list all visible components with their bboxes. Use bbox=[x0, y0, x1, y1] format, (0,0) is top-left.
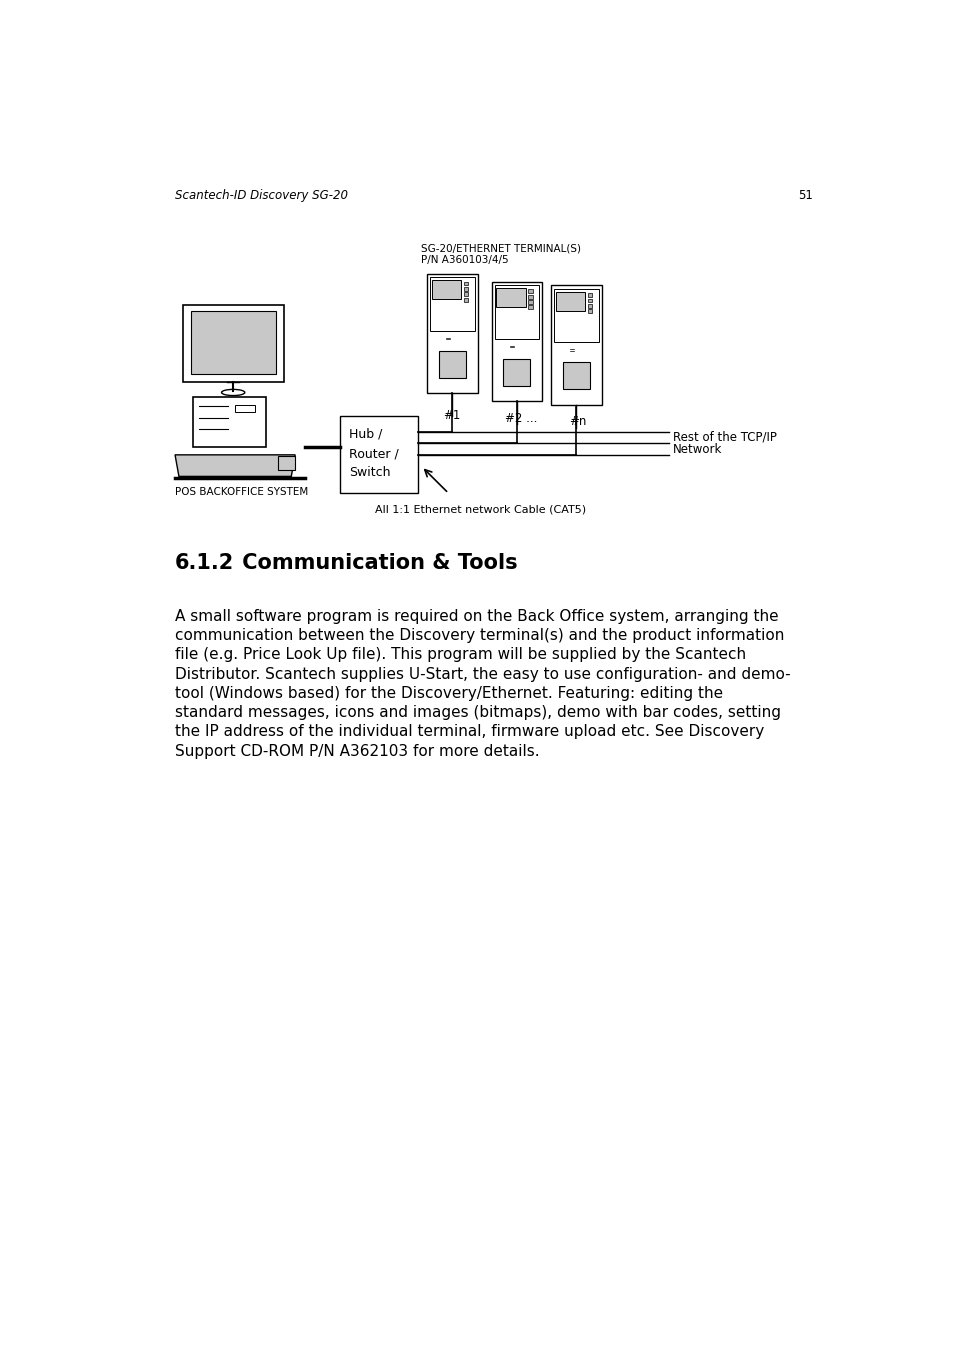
Text: P/N A360103/4/5: P/N A360103/4/5 bbox=[421, 254, 509, 265]
Text: A small software program is required on the Back Office system, arranging the: A small software program is required on … bbox=[174, 608, 778, 623]
Bar bbox=[463, 287, 468, 291]
Ellipse shape bbox=[221, 389, 245, 396]
Bar bbox=[432, 280, 461, 299]
Bar bbox=[463, 292, 468, 296]
Bar bbox=[556, 292, 585, 311]
Bar bbox=[495, 285, 538, 338]
Text: Hub /: Hub / bbox=[349, 427, 382, 441]
Text: Distributor. Scantech supplies U-Start, the easy to use configuration- and demo-: Distributor. Scantech supplies U-Start, … bbox=[174, 667, 790, 681]
Text: #n: #n bbox=[568, 415, 585, 427]
Bar bbox=[587, 293, 592, 297]
Bar bbox=[491, 281, 541, 402]
Text: communication between the Discovery terminal(s) and the product information: communication between the Discovery term… bbox=[174, 629, 783, 644]
Bar bbox=[438, 352, 466, 377]
Bar bbox=[528, 289, 532, 293]
Text: Switch: Switch bbox=[349, 466, 391, 480]
Bar bbox=[503, 358, 530, 385]
Bar bbox=[587, 299, 592, 303]
Bar bbox=[496, 288, 525, 307]
Polygon shape bbox=[174, 454, 294, 476]
Text: #2 ...: #2 ... bbox=[505, 412, 537, 426]
Text: the IP address of the individual terminal, firmware upload etc. See Discovery: the IP address of the individual termina… bbox=[174, 725, 763, 740]
Bar bbox=[430, 277, 474, 331]
Bar bbox=[193, 397, 266, 448]
Bar bbox=[554, 288, 598, 342]
Bar bbox=[427, 274, 477, 393]
Text: All 1:1 Ethernet network Cable (CAT5): All 1:1 Ethernet network Cable (CAT5) bbox=[375, 504, 585, 515]
Text: tool (Windows based) for the Discovery/Ethernet. Featuring: editing the: tool (Windows based) for the Discovery/E… bbox=[174, 685, 722, 700]
Text: standard messages, icons and images (bitmaps), demo with bar codes, setting: standard messages, icons and images (bit… bbox=[174, 706, 781, 721]
Text: file (e.g. Price Look Up file). This program will be supplied by the Scantech: file (e.g. Price Look Up file). This pro… bbox=[174, 648, 745, 662]
Bar bbox=[183, 304, 283, 381]
Text: SG-20/ETHERNET TERMINAL(S): SG-20/ETHERNET TERMINAL(S) bbox=[421, 243, 581, 254]
Bar bbox=[278, 457, 294, 470]
Bar bbox=[340, 416, 417, 493]
Bar bbox=[587, 310, 592, 314]
Bar bbox=[528, 306, 532, 310]
Bar bbox=[551, 285, 601, 404]
Text: Rest of the TCP/IP: Rest of the TCP/IP bbox=[673, 430, 777, 443]
Text: POS BACKOFFICE SYSTEM: POS BACKOFFICE SYSTEM bbox=[174, 487, 308, 498]
Text: Communication & Tools: Communication & Tools bbox=[235, 553, 517, 573]
Bar bbox=[463, 281, 468, 285]
Bar bbox=[562, 362, 590, 389]
Text: 6.1.2: 6.1.2 bbox=[174, 553, 234, 573]
Bar bbox=[463, 297, 468, 301]
Text: Router /: Router / bbox=[349, 448, 398, 460]
Bar bbox=[191, 311, 275, 375]
Bar bbox=[235, 404, 254, 412]
Bar bbox=[528, 300, 532, 304]
Bar bbox=[587, 304, 592, 308]
Bar bbox=[528, 295, 532, 299]
Text: Scantech-ID Discovery SG-20: Scantech-ID Discovery SG-20 bbox=[174, 189, 348, 203]
Text: 51: 51 bbox=[797, 189, 812, 203]
Text: #1: #1 bbox=[443, 408, 460, 422]
Text: Support CD-ROM P/N A362103 for more details.: Support CD-ROM P/N A362103 for more deta… bbox=[174, 744, 539, 758]
Text: Network: Network bbox=[673, 443, 722, 456]
